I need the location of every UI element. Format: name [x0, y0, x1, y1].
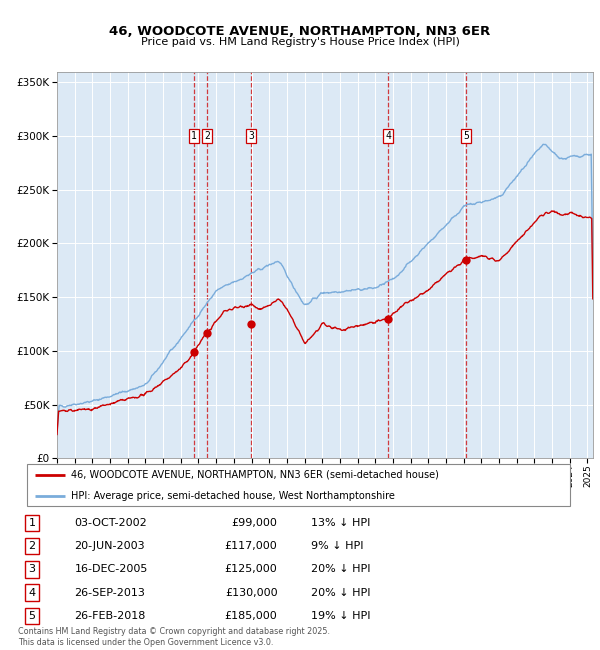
Text: 16-DEC-2005: 16-DEC-2005	[74, 564, 148, 575]
Text: £130,000: £130,000	[225, 588, 277, 597]
Text: 4: 4	[385, 131, 391, 141]
Text: Price paid vs. HM Land Registry's House Price Index (HPI): Price paid vs. HM Land Registry's House …	[140, 37, 460, 47]
Text: HPI: Average price, semi-detached house, West Northamptonshire: HPI: Average price, semi-detached house,…	[71, 491, 395, 501]
Text: 26-SEP-2013: 26-SEP-2013	[74, 588, 145, 597]
Text: 46, WOODCOTE AVENUE, NORTHAMPTON, NN3 6ER: 46, WOODCOTE AVENUE, NORTHAMPTON, NN3 6E…	[109, 25, 491, 38]
Text: Contains HM Land Registry data © Crown copyright and database right 2025.
This d: Contains HM Land Registry data © Crown c…	[18, 627, 330, 647]
FancyBboxPatch shape	[27, 464, 571, 506]
Text: 5: 5	[463, 131, 469, 141]
Text: 46, WOODCOTE AVENUE, NORTHAMPTON, NN3 6ER (semi-detached house): 46, WOODCOTE AVENUE, NORTHAMPTON, NN3 6E…	[71, 469, 439, 480]
Text: 3: 3	[29, 564, 35, 575]
Text: 20-JUN-2003: 20-JUN-2003	[74, 541, 145, 551]
Text: 03-OCT-2002: 03-OCT-2002	[74, 518, 147, 528]
Text: 3: 3	[248, 131, 254, 141]
Text: 19% ↓ HPI: 19% ↓ HPI	[311, 611, 371, 621]
Text: 1: 1	[191, 131, 197, 141]
Text: 20% ↓ HPI: 20% ↓ HPI	[311, 564, 371, 575]
Text: £125,000: £125,000	[224, 564, 277, 575]
Text: 5: 5	[29, 611, 35, 621]
Text: 4: 4	[29, 588, 35, 597]
Text: £185,000: £185,000	[224, 611, 277, 621]
Text: 13% ↓ HPI: 13% ↓ HPI	[311, 518, 371, 528]
Text: 1: 1	[29, 518, 35, 528]
Text: 2: 2	[204, 131, 210, 141]
Text: 9% ↓ HPI: 9% ↓ HPI	[311, 541, 364, 551]
Text: £117,000: £117,000	[224, 541, 277, 551]
Text: 2: 2	[29, 541, 35, 551]
Text: £99,000: £99,000	[232, 518, 277, 528]
Text: 26-FEB-2018: 26-FEB-2018	[74, 611, 146, 621]
Text: 20% ↓ HPI: 20% ↓ HPI	[311, 588, 371, 597]
